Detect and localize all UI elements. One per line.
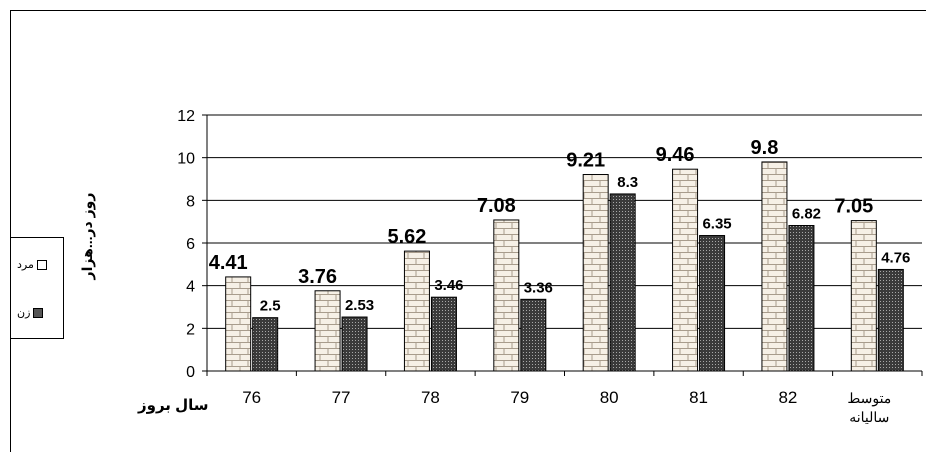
x-tick-label: 79 <box>510 388 529 407</box>
x-tick-label: 82 <box>778 388 797 407</box>
bar-men <box>672 168 699 372</box>
data-label-women: 4.76 <box>881 249 910 266</box>
legend-label-women: زن <box>17 307 31 319</box>
y-axis-title: روز در...هزار <box>79 192 95 280</box>
bar-men <box>403 250 430 372</box>
legend-swatch-men <box>36 259 47 270</box>
data-label-women: 3.46 <box>434 277 463 294</box>
data-label-women: 3.36 <box>524 279 553 296</box>
x-tick-label: 77 <box>332 388 351 407</box>
bar-men <box>314 290 341 372</box>
x-tick-label-line2: سالیانه <box>849 409 889 425</box>
y-tick-label: 0 <box>186 364 195 381</box>
y-tick-label: 8 <box>186 193 195 210</box>
y-tick-label: 4 <box>186 279 195 296</box>
bar-women <box>699 235 726 372</box>
bar-women <box>341 316 368 372</box>
legend-label-men: مرد <box>17 259 34 271</box>
x-tick-label: 76 <box>242 388 261 407</box>
x-tick-label: متوسط <box>847 390 891 407</box>
bar-men <box>850 220 877 372</box>
legend-item-men: مرد <box>17 258 47 271</box>
data-label-women: 6.82 <box>792 206 821 223</box>
bar-women <box>520 298 547 372</box>
data-label-men: 7.05 <box>834 196 873 218</box>
bar-men <box>225 276 252 372</box>
data-label-men: 9.21 <box>566 150 605 172</box>
x-tick-label: 81 <box>689 388 708 407</box>
data-label-women: 8.3 <box>617 174 638 191</box>
data-label-men: 3.76 <box>298 266 337 288</box>
x-axis-title: سال بروز <box>138 397 209 414</box>
data-label-men: 9.8 <box>751 137 779 159</box>
x-tick-label: 78 <box>421 388 440 407</box>
y-tick-label: 10 <box>177 151 195 168</box>
bar-women <box>609 193 636 372</box>
data-label-men: 9.46 <box>656 144 695 166</box>
legend-item-women: زن <box>17 306 44 319</box>
bar-women <box>430 296 457 372</box>
x-tick-label: 80 <box>600 388 619 407</box>
bar-men <box>582 174 609 372</box>
data-label-men: 5.62 <box>387 226 426 248</box>
legend-swatch-women <box>33 307 44 318</box>
chart-frame <box>10 10 926 452</box>
data-label-women: 6.35 <box>702 216 731 233</box>
bar-women <box>788 225 815 372</box>
data-label-women: 2.53 <box>345 297 374 314</box>
bar-men <box>493 219 520 372</box>
legend: مرد زن <box>10 237 64 339</box>
bar-men <box>761 161 788 372</box>
data-label-men: 4.41 <box>209 252 248 274</box>
data-label-women: 2.5 <box>260 298 281 315</box>
data-label-men: 7.08 <box>477 195 516 217</box>
bar-women <box>252 317 279 372</box>
y-tick-label: 12 <box>177 108 195 125</box>
y-tick-label: 2 <box>186 321 195 338</box>
bar-women <box>877 268 904 372</box>
y-tick-label: 6 <box>186 236 195 253</box>
